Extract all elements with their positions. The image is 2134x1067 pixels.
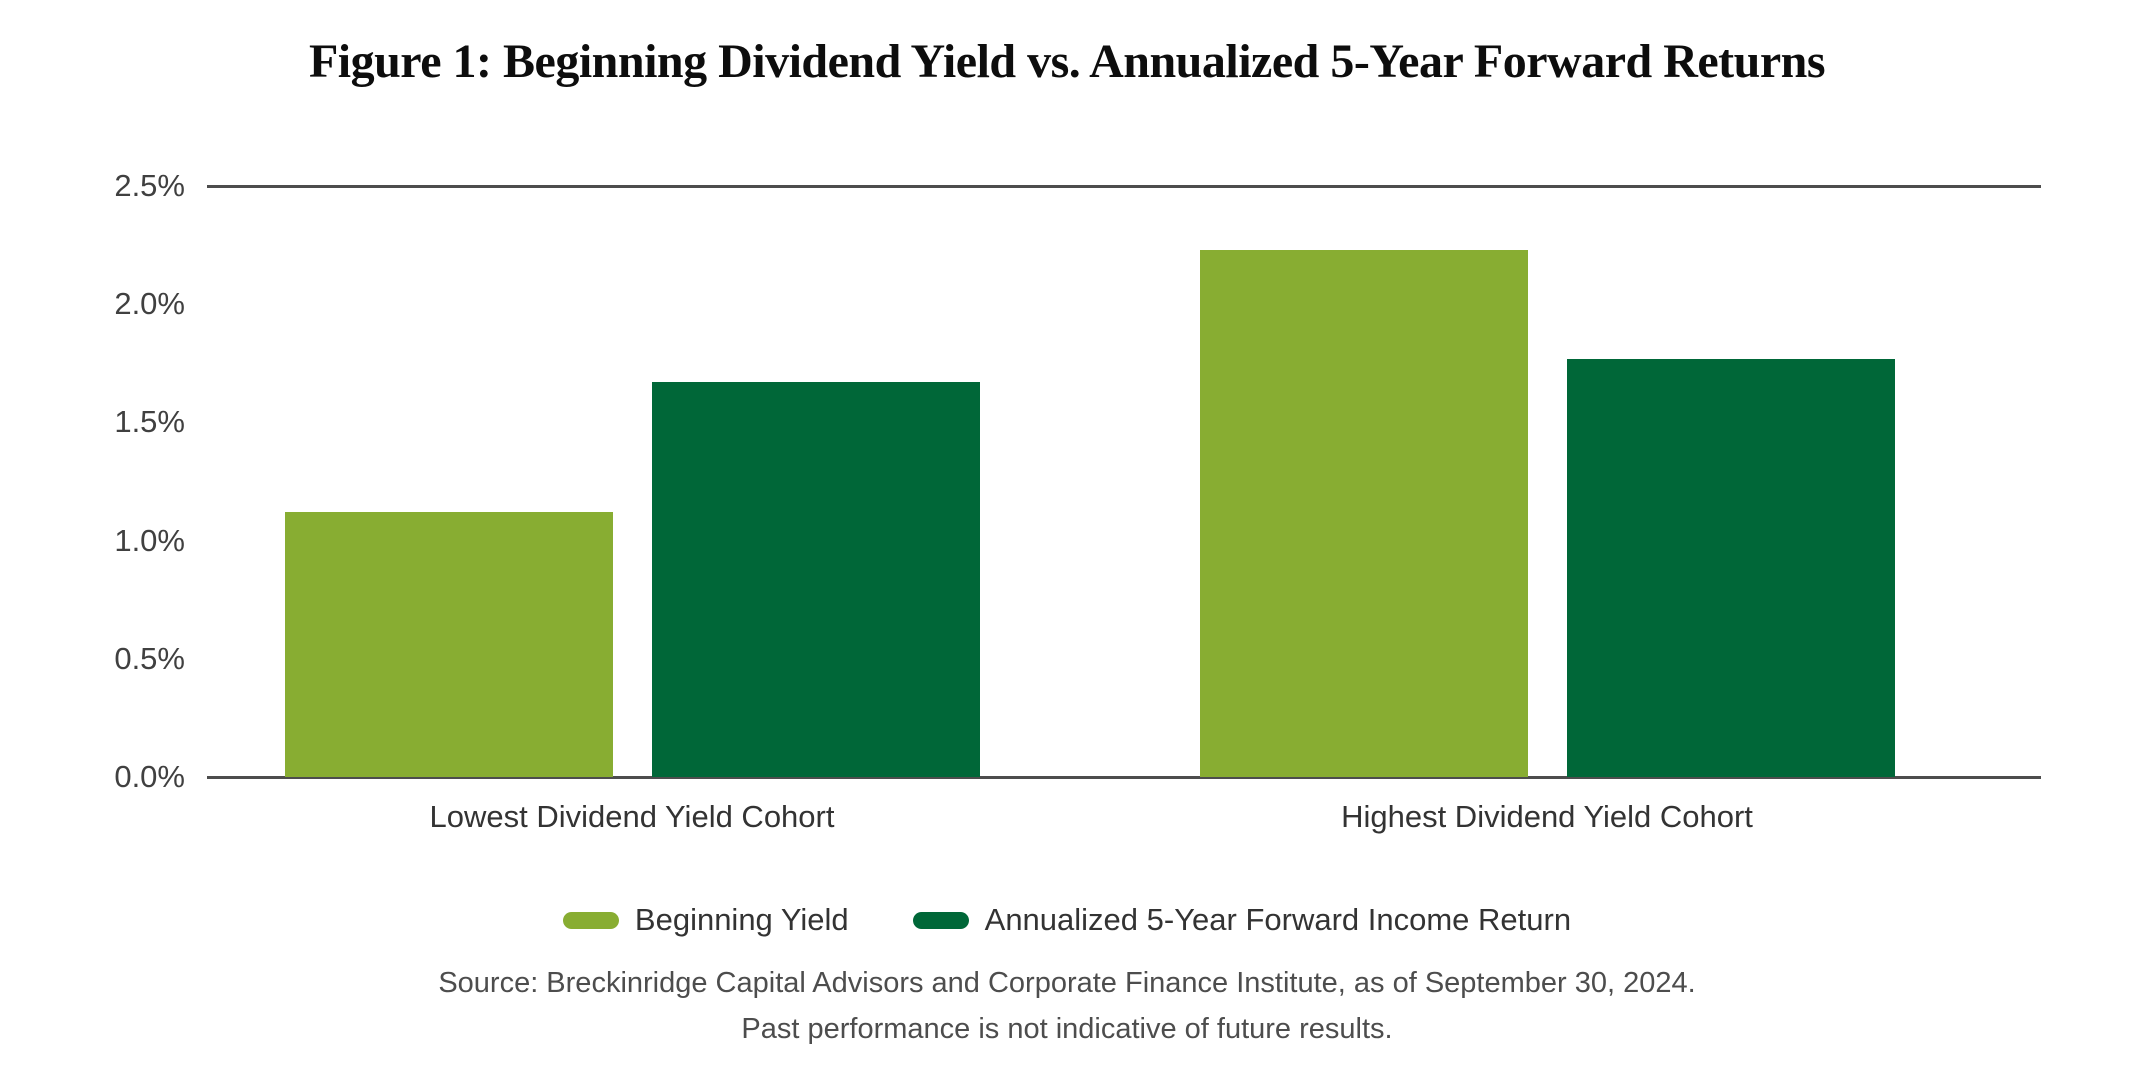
figure-title: Figure 1: Beginning Dividend Yield vs. A…: [308, 35, 1826, 88]
legend-swatch-icon: [562, 911, 619, 929]
source-line-2: Past performance is not indicative of fu…: [741, 1013, 1393, 1045]
plot-area: [207, 184, 2041, 779]
legend-label: Annualized 5-Year Forward Income Return: [984, 902, 1572, 937]
legend-item-annualized-5-year-forward-income-return: Annualized 5-Year Forward Income Return: [912, 898, 1572, 942]
x-axis-label-lowest-dividend-yield-cohort: Lowest Dividend Yield Cohort: [429, 799, 835, 834]
x-axis: Lowest Dividend Yield Cohort Highest Divi…: [207, 795, 2041, 845]
bar-beginning-yield-lowest-dividend-yield-cohort: [284, 512, 613, 777]
legend-swatch-icon: [912, 911, 969, 929]
source-line-1: Source: Breckinridge Capital Advisors an…: [438, 967, 1696, 999]
legend-item-beginning-yield: Beginning Yield: [562, 898, 849, 942]
y-axis-tick-label: 2.0%: [114, 286, 185, 322]
bar-annualized-5-year-forward-income-return-lowest-dividend-yield-cohort: [651, 382, 980, 777]
legend-label: Beginning Yield: [634, 902, 849, 937]
bar-annualized-5-year-forward-income-return-highest-dividend-yield-cohort: [1566, 358, 1895, 777]
x-axis-label-highest-dividend-yield-cohort: Highest Dividend Yield Cohort: [1341, 799, 1753, 834]
legend: Beginning Yield Annualized 5-Year Forward…: [0, 898, 2134, 942]
x-axis-baseline: [207, 775, 2041, 779]
y-axis-tick-label: 1.0%: [114, 522, 185, 558]
y-axis-tick-label: 0.0%: [114, 759, 185, 794]
y-axis-tick-label: 2.5%: [114, 168, 185, 203]
y-axis: 0.0% 0.5% 1.0% 1.5% 2.0% 2.5%: [0, 168, 185, 794]
gridline-2.5: [207, 184, 2041, 188]
bar-beginning-yield-highest-dividend-yield-cohort: [1199, 249, 1528, 777]
y-axis-tick-label: 0.5%: [114, 640, 185, 676]
y-axis-tick-label: 1.5%: [114, 404, 185, 440]
